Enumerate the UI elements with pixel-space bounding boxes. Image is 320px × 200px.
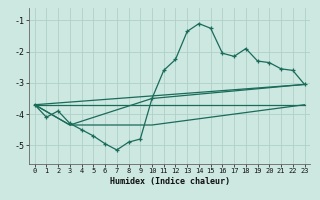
X-axis label: Humidex (Indice chaleur): Humidex (Indice chaleur) — [109, 177, 229, 186]
